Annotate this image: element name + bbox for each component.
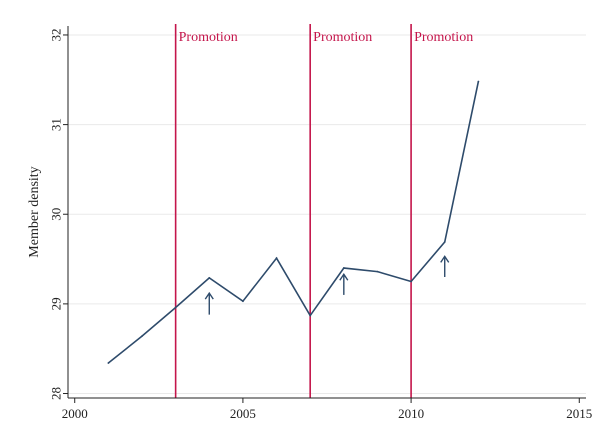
- x-tick-label-2000: 2000: [62, 406, 88, 421]
- data-point-2004: [208, 276, 211, 279]
- data-point-2009: [376, 270, 379, 273]
- promotion-label-2007: Promotion: [313, 30, 372, 45]
- data-point-2011: [443, 241, 446, 243]
- series-layer: [107, 80, 480, 364]
- arrow-2011: [440, 255, 450, 277]
- x-tick-label-2015: 2015: [566, 406, 592, 421]
- arrow-head-2004: [204, 291, 214, 300]
- data-point-2008: [342, 267, 345, 269]
- y-tick-label-32: 32: [49, 28, 64, 41]
- x-tick-label-2005: 2005: [230, 406, 256, 421]
- data-point-2012: [477, 80, 480, 83]
- y-axis-title: Member density: [27, 166, 42, 257]
- data-point-2001: [107, 362, 110, 364]
- axes: [63, 26, 586, 403]
- data-point-2005: [242, 300, 244, 303]
- data-point-2006: [275, 257, 278, 260]
- arrow-2008: [339, 273, 349, 295]
- promotion-lines: Promotion Promotion Promotion: [174, 24, 473, 398]
- arrow-head-2011: [440, 255, 450, 263]
- x-tick-label-2010: 2010: [398, 406, 424, 421]
- arrow-annotations: [204, 255, 450, 315]
- data-point-2007: [309, 314, 312, 317]
- y-tick-label-31: 31: [49, 118, 64, 131]
- data-point-2003: [174, 306, 177, 309]
- promotion-label-2003: Promotion: [179, 30, 238, 45]
- y-tick-label-28: 28: [49, 387, 64, 400]
- promotion-label-2010: Promotion: [414, 30, 473, 45]
- series-line: [107, 81, 480, 364]
- grid-lines: [68, 34, 586, 395]
- arrow-head-2008: [339, 273, 349, 281]
- tick-labels: 28 29 30 31 32 2000 2005 2010 2015: [49, 28, 592, 421]
- data-point-2002: [141, 335, 143, 338]
- data-point-2010: [410, 280, 412, 283]
- y-tick-label-30: 30: [49, 208, 64, 221]
- arrow-2004: [204, 291, 214, 315]
- y-tick-label-29: 29: [49, 297, 64, 310]
